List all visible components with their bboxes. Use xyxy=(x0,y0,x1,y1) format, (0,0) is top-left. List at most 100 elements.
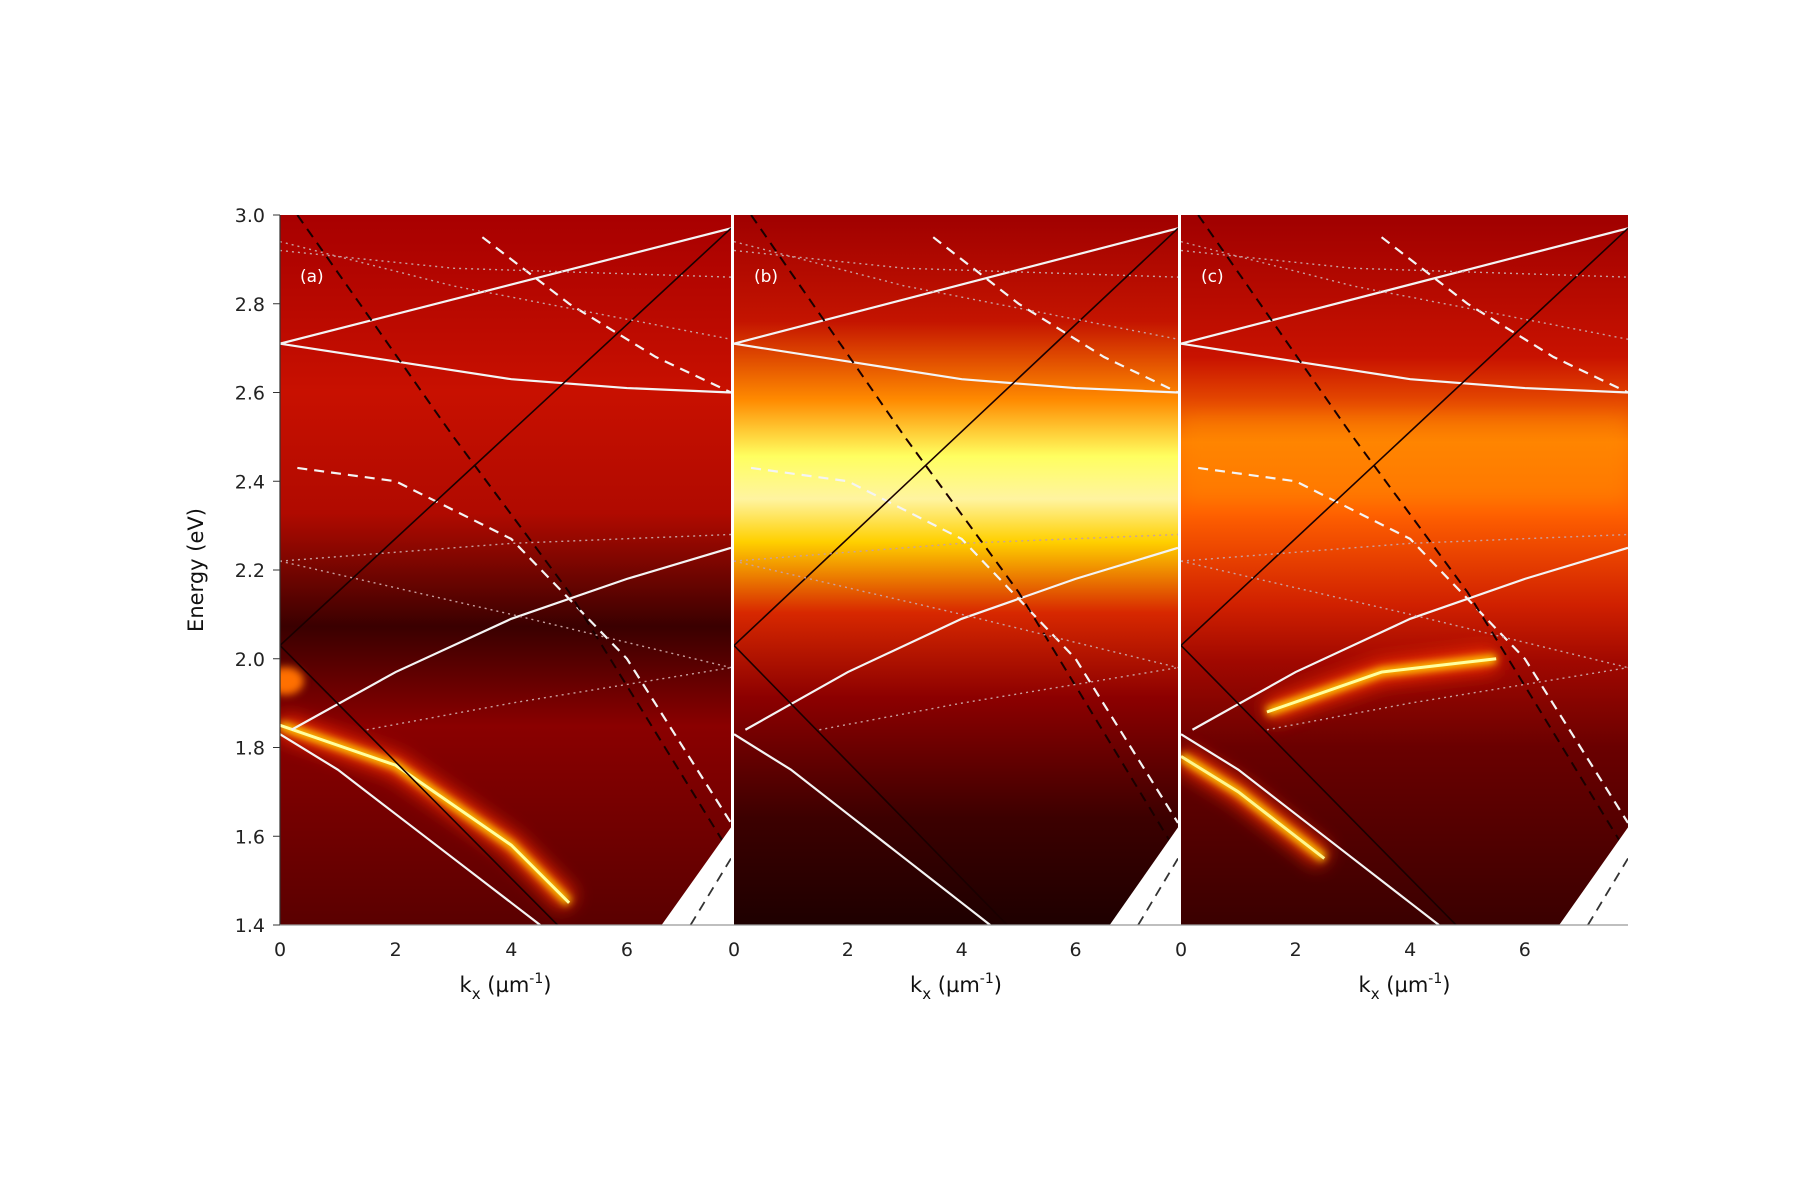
y-tick-label: 1.8 xyxy=(235,738,265,760)
overlay-curve xyxy=(744,546,1178,731)
horizontal-glow xyxy=(1181,414,1628,504)
panel-plot-area xyxy=(734,215,1178,925)
x-tick-label: 2 xyxy=(390,939,402,961)
x-tick-label: 0 xyxy=(728,939,740,961)
overlay-curve xyxy=(734,533,1178,562)
x-title-base: k xyxy=(910,973,923,997)
overlay-curve xyxy=(1181,533,1628,562)
panel-3: (c) 0 2 4 6 kx (µm-1) xyxy=(1175,215,1628,1003)
overlay-curve xyxy=(1181,733,1440,925)
overlay-curve xyxy=(280,227,731,345)
overlay-curve xyxy=(819,666,1178,731)
x-title-base: k xyxy=(460,973,473,997)
x-tick-label: 0 xyxy=(274,939,286,961)
overlay-curve xyxy=(280,533,731,562)
x-tick-label: 4 xyxy=(956,939,968,961)
x-tick-label: 0 xyxy=(1175,939,1187,961)
panel-label: (a) xyxy=(300,267,324,287)
x-tick-label: 6 xyxy=(621,939,633,961)
panel-plot-area xyxy=(280,215,731,925)
overlay-curve xyxy=(1191,546,1628,731)
panel-label: (b) xyxy=(754,267,778,287)
x-axis-title: kx (µm-1) xyxy=(910,971,1002,1003)
x-axis-title: kx (µm-1) xyxy=(460,971,552,1003)
y-tick-label: 1.6 xyxy=(235,826,265,848)
axes-layer: 1.4 1.6 1.8 2.0 2.2 2.4 2.6 2.8 3.0 Energy (eV) xyxy=(184,205,1628,937)
light-cone-region xyxy=(1559,827,1628,925)
bright-spot xyxy=(280,666,304,695)
overlay-curve xyxy=(280,249,731,278)
light-cone-region xyxy=(1109,827,1178,925)
band-peak xyxy=(280,723,571,904)
band-peak xyxy=(1181,755,1326,860)
x-title-units: (µm xyxy=(481,973,530,997)
x-title-sub: x xyxy=(472,985,481,1003)
overlay-curve xyxy=(750,466,1178,824)
light-line xyxy=(689,857,731,925)
overlay-curve xyxy=(932,236,1178,394)
overlay-curve xyxy=(734,644,1008,925)
overlay-curve xyxy=(280,560,731,669)
band-peak xyxy=(1266,657,1497,714)
overlay-curve xyxy=(750,215,1174,846)
x-tick-label: 2 xyxy=(842,939,854,961)
overlay-curve xyxy=(291,546,731,731)
overlay-curve xyxy=(280,342,731,394)
y-tick-label: 2.8 xyxy=(235,294,265,316)
x-title-close: ) xyxy=(543,973,551,997)
overlay-curve xyxy=(1198,466,1628,824)
x-title-units: (µm xyxy=(931,973,980,997)
overlay-curve xyxy=(1181,227,1628,345)
x-title-sub: x xyxy=(1371,985,1380,1003)
panel-2: (b) 0 2 4 6 kx (µm-1) xyxy=(728,215,1178,1003)
panel-label: (c) xyxy=(1201,267,1224,287)
overlay-curve xyxy=(280,227,731,647)
overlay-curve xyxy=(1266,666,1628,731)
overlay-curve xyxy=(280,733,541,925)
heatmap-background xyxy=(1181,215,1628,925)
y-tick-label: 1.4 xyxy=(235,915,265,937)
overlay-curve xyxy=(734,342,1178,394)
overlay-curve xyxy=(734,227,1178,647)
x-title-close: ) xyxy=(1442,973,1450,997)
overlay-curve xyxy=(1181,342,1628,394)
overlay-curve xyxy=(1380,236,1628,394)
overlay-curve xyxy=(1181,644,1457,925)
y-tick-label: 2.4 xyxy=(235,471,265,493)
x-title-close: ) xyxy=(994,973,1002,997)
x-tick-label: 6 xyxy=(1069,939,1081,961)
panel-1: (a) 0 2 4 6 kx (µm-1) xyxy=(274,215,731,1003)
x-tick-label: 4 xyxy=(1404,939,1416,961)
y-tick-label: 2.2 xyxy=(235,560,265,582)
overlay-curve xyxy=(296,215,727,846)
panel-plot-area xyxy=(1181,215,1628,925)
x-title-sup: -1 xyxy=(1428,971,1442,987)
light-line xyxy=(1137,857,1178,925)
x-axis-title: kx (µm-1) xyxy=(1359,971,1451,1003)
light-line xyxy=(1587,857,1628,925)
overlay-curve xyxy=(734,733,991,925)
panels-layer: (a)0 2 4 6kx (µm-1)(b)0 2 4 6kx (µm-1)(c)0 2 4 6k… xyxy=(274,215,1628,1003)
x-title-sup: -1 xyxy=(980,971,994,987)
overlay-curve xyxy=(1181,560,1628,669)
x-title-sub: x xyxy=(922,985,931,1003)
overlay-curve xyxy=(734,227,1178,345)
x-title-base: k xyxy=(1359,973,1372,997)
heatmap-background xyxy=(280,215,731,925)
x-tick-label: 4 xyxy=(505,939,517,961)
overlay-curve xyxy=(280,644,559,925)
y-axis-title: Energy (eV) xyxy=(184,508,208,632)
overlay-curve xyxy=(1181,227,1628,647)
y-tick-label: 2.0 xyxy=(235,649,265,671)
overlay-curve xyxy=(297,466,731,824)
y-tick-label: 3.0 xyxy=(235,205,265,227)
x-tick-label: 6 xyxy=(1519,939,1531,961)
x-title-sup: -1 xyxy=(529,971,543,987)
heatmap-background xyxy=(734,215,1178,925)
x-title-units: (µm xyxy=(1380,973,1429,997)
light-cone-region xyxy=(661,827,731,925)
x-tick-label: 2 xyxy=(1290,939,1302,961)
overlay-curve xyxy=(280,240,731,340)
y-tick-label: 2.6 xyxy=(235,383,265,405)
